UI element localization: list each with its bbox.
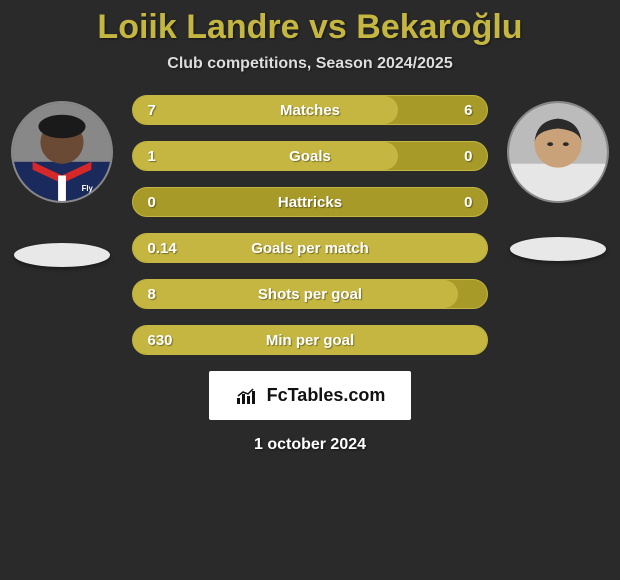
stat-row: 1Goals0 (132, 141, 487, 171)
brand-logo-icon (235, 386, 259, 406)
title-vs: vs (309, 8, 347, 46)
brand-text: FcTables.com (267, 385, 386, 406)
stat-value-left: 8 (133, 286, 203, 303)
player1-shadow (14, 243, 110, 267)
stat-row: 630Min per goal (132, 325, 487, 355)
stat-value-left: 7 (133, 102, 203, 119)
player2-shadow (510, 237, 606, 261)
title-player1: Loiik Landre (97, 8, 299, 46)
stat-row: 7Matches6 (132, 95, 487, 125)
svg-text:Fly: Fly (82, 184, 94, 193)
page-title: Loiik Landre vs Bekaroğlu (0, 8, 620, 47)
stat-row: 0.14Goals per match (132, 233, 487, 263)
player1-column: Fly (8, 95, 116, 267)
player2-avatar (507, 101, 609, 203)
stat-value-left: 0.14 (133, 240, 203, 257)
stat-label: Min per goal (203, 332, 416, 349)
stat-value-right: 6 (417, 102, 487, 119)
stat-value-right: 0 (417, 148, 487, 165)
stat-value-left: 630 (133, 332, 203, 349)
date-text: 1 october 2024 (254, 436, 366, 454)
stat-row: 8Shots per goal (132, 279, 487, 309)
comparison-panel: Fly 7Matches61Goals00Hattricks00.14Goals… (0, 95, 620, 355)
player1-avatar-svg: Fly (13, 103, 111, 201)
stat-label: Goals per match (203, 240, 416, 257)
brand-badge: FcTables.com (209, 371, 412, 420)
subtitle: Club competitions, Season 2024/2025 (0, 55, 620, 73)
stat-label: Matches (203, 102, 416, 119)
stat-value-left: 0 (133, 194, 203, 211)
player2-avatar-svg (509, 103, 607, 201)
player1-avatar: Fly (11, 101, 113, 203)
footer: FcTables.com 1 october 2024 (0, 371, 620, 454)
title-player2: Bekaroğlu (356, 8, 522, 46)
stat-label: Shots per goal (203, 286, 416, 303)
player2-column (504, 95, 612, 261)
stats-bars: 7Matches61Goals00Hattricks00.14Goals per… (132, 95, 487, 355)
stat-row: 0Hattricks0 (132, 187, 487, 217)
stat-value-left: 1 (133, 148, 203, 165)
stat-label: Hattricks (203, 194, 416, 211)
stat-label: Goals (203, 148, 416, 165)
stat-value-right: 0 (417, 194, 487, 211)
